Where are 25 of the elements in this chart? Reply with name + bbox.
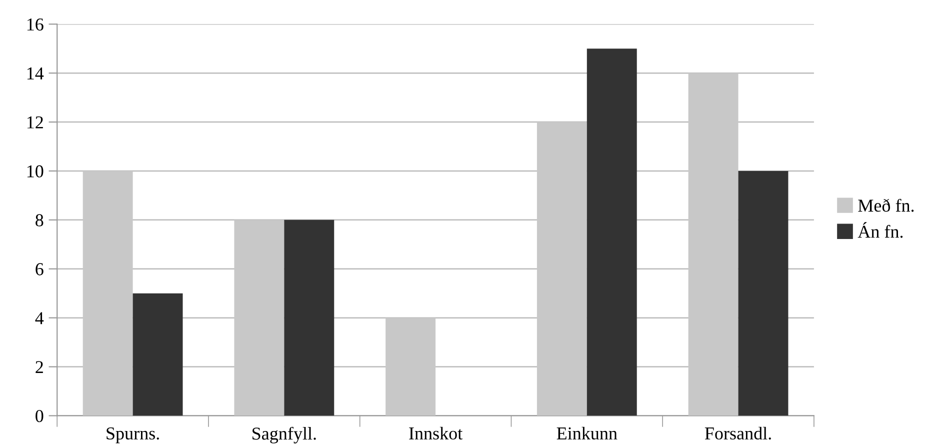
- y-tick-label: 12: [27, 116, 43, 128]
- bar: [82, 170, 133, 416]
- x-tick-label: Forsandl.: [704, 426, 771, 440]
- y-tick-label: 14: [27, 67, 44, 80]
- bar: [536, 122, 587, 416]
- bar: [688, 73, 738, 416]
- bar: [738, 170, 788, 416]
- legend-label: Án fn.: [858, 222, 903, 238]
- y-tick-label: 6: [36, 263, 44, 276]
- x-tick-label: Einkunn: [556, 426, 618, 440]
- bar: [234, 220, 284, 416]
- y-tick-label: 16: [27, 18, 44, 31]
- y-tick-label: 10: [27, 165, 44, 178]
- y-tick-label: 8: [36, 214, 44, 226]
- bar: [132, 293, 183, 416]
- x-tick-label: Innskot: [409, 426, 463, 440]
- bar: [586, 48, 637, 416]
- legend-label: Með fn.: [858, 198, 914, 212]
- x-tick-label: Spurns.: [106, 427, 159, 444]
- bar: [386, 318, 436, 416]
- y-tick-label: 0: [36, 410, 44, 422]
- bar: [284, 220, 334, 416]
- x-tick-label: Sagnfyll.: [252, 426, 316, 444]
- y-tick-label: 2: [36, 361, 43, 374]
- y-tick-label: 4: [35, 312, 44, 324]
